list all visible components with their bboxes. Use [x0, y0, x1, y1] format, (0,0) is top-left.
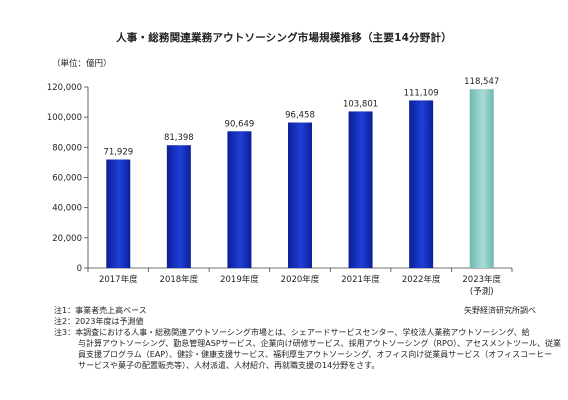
bar [348, 111, 373, 268]
chart-title: 人事・総務関連業務アウトソーシング市場規模推移（主要14分野計） [116, 32, 452, 44]
note-3-line-1: 注3：本調査における人事・総務関連アウトソーシング市場とは、シェアードサービスセ… [54, 328, 530, 337]
data-label: 96,458 [285, 111, 315, 121]
data-label: 103,801 [343, 99, 378, 109]
data-label: 111,109 [404, 88, 439, 98]
y-tick-label: 120,000 [47, 83, 82, 93]
unit-label: （単位：億円） [52, 59, 112, 69]
bar [227, 131, 252, 268]
x-category-label: 2019年度 [220, 274, 259, 285]
bar-chart: 0 20,000 40,000 60,000 80,000 100,000 120,000 7… [47, 77, 513, 297]
x-category-sublabel: (予測) [470, 286, 494, 297]
note-2: 注2：2023年度は予測値 [54, 317, 144, 326]
y-tick-label: 80,000 [52, 143, 82, 153]
note-3-line-2: 与計算アウトソーシング、勤怠管理ASPサービス、企業向け研修サービス、採用アウト… [78, 339, 562, 348]
note-3-line-3: 員支援プログラム（EAP）、健診・健康支援サービス、福利厚生アウトソーシング、オ… [78, 350, 553, 359]
y-tick-label: 20,000 [52, 234, 82, 244]
bar [166, 145, 191, 268]
labels: 0 20,000 40,000 60,000 80,000 100,000 120,000 7… [47, 77, 502, 297]
note-3-line-4: サービスや菓子の配置販売等）、人材派遣、人材紹介、再就職支援の14分野をさす。 [78, 361, 380, 370]
bar [288, 122, 312, 268]
notes: 注1：事業者売上高ベース 注2：2023年度は予測値 注3：本調査における人事・… [54, 305, 562, 371]
y-tick-label: 0 [77, 264, 82, 274]
y-tick-label: 60,000 [52, 174, 82, 184]
source-credit: 矢野経済研究所調べ [464, 306, 536, 315]
data-label: 118,547 [464, 77, 499, 87]
x-category-label: 2022年度 [402, 274, 441, 285]
data-label: 90,649 [225, 119, 255, 129]
x-category-label: 2021年度 [341, 274, 380, 285]
bars [106, 89, 494, 269]
x-category-label: 2017年度 [99, 274, 138, 285]
y-tick-label: 40,000 [52, 204, 82, 214]
bar-forecast [469, 89, 494, 268]
y-tick-label: 100,000 [47, 113, 82, 123]
x-category-label: 2020年度 [281, 274, 320, 285]
x-category-label: 2023年度 [462, 274, 501, 285]
x-category-label: 2018年度 [160, 274, 199, 285]
bar [106, 159, 131, 268]
note-1: 注1：事業者売上高ベース [54, 306, 147, 315]
bar [409, 100, 434, 269]
data-label: 71,929 [103, 148, 133, 158]
data-label: 81,398 [164, 133, 194, 143]
